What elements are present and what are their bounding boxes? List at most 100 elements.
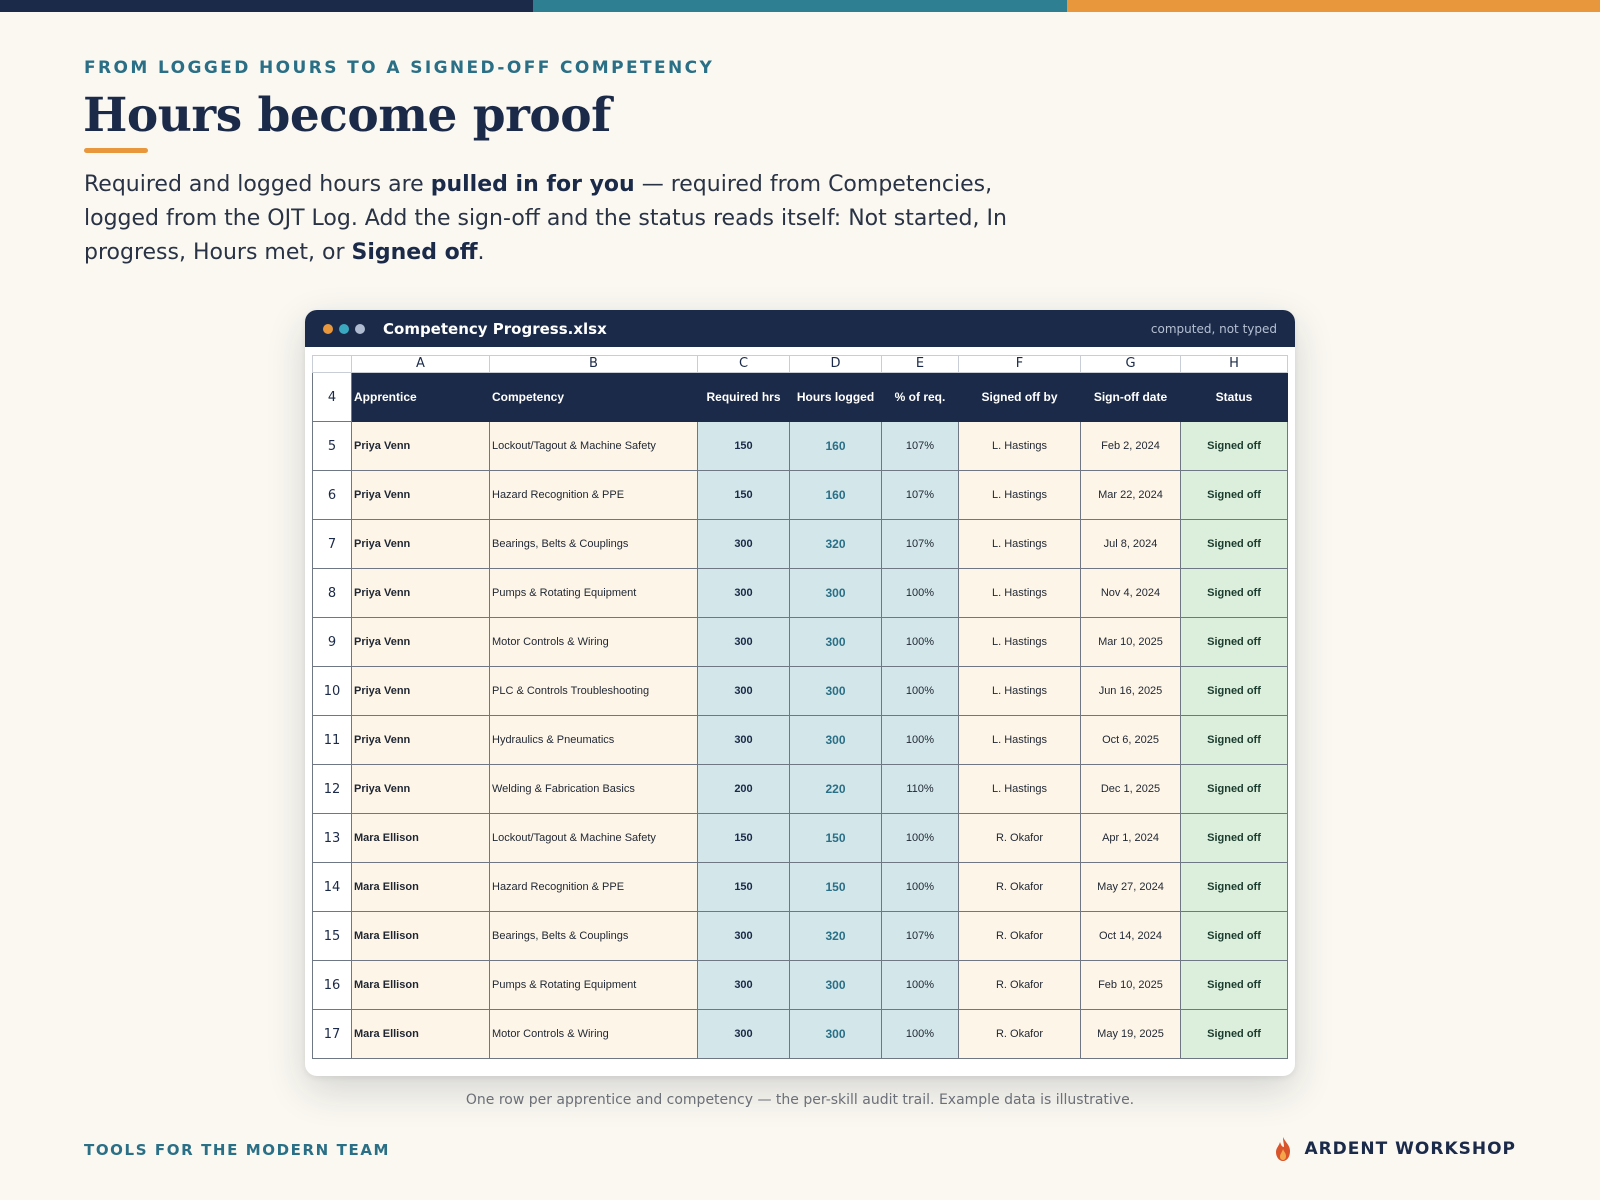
apprentice-cell[interactable]: Priya Venn	[351, 617, 490, 667]
column-letter-header[interactable]: E	[881, 355, 959, 373]
required-hours-cell[interactable]: 150	[697, 421, 790, 471]
apprentice-cell[interactable]: Priya Venn	[351, 715, 490, 765]
percent-required-cell[interactable]: 100%	[881, 960, 959, 1010]
competency-cell[interactable]: Lockout/Tagout & Machine Safety	[489, 421, 698, 471]
status-cell[interactable]: Signed off	[1180, 862, 1288, 912]
signed-off-by-cell[interactable]: L. Hastings	[958, 519, 1081, 569]
required-hours-cell[interactable]: 300	[697, 960, 790, 1010]
row-number[interactable]: 4	[312, 372, 352, 422]
signed-off-by-cell[interactable]: R. Okafor	[958, 862, 1081, 912]
hours-logged-cell[interactable]: 220	[789, 764, 882, 814]
percent-required-cell[interactable]: 100%	[881, 813, 959, 863]
row-number[interactable]: 14	[312, 862, 352, 912]
row-number[interactable]: 12	[312, 764, 352, 814]
row-number[interactable]: 17	[312, 1009, 352, 1059]
sign-off-date-cell[interactable]: Jul 8, 2024	[1080, 519, 1181, 569]
sign-off-date-cell[interactable]: Oct 14, 2024	[1080, 911, 1181, 961]
sign-off-date-cell[interactable]: Apr 1, 2024	[1080, 813, 1181, 863]
competency-cell[interactable]: Welding & Fabrication Basics	[489, 764, 698, 814]
signed-off-by-cell[interactable]: L. Hastings	[958, 421, 1081, 471]
percent-required-cell[interactable]: 107%	[881, 470, 959, 520]
percent-required-cell[interactable]: 100%	[881, 862, 959, 912]
apprentice-cell[interactable]: Priya Venn	[351, 421, 490, 471]
apprentice-cell[interactable]: Mara Ellison	[351, 1009, 490, 1059]
column-letter-header[interactable]: H	[1180, 355, 1288, 373]
status-cell[interactable]: Signed off	[1180, 568, 1288, 618]
hours-logged-cell[interactable]: 320	[789, 911, 882, 961]
signed-off-by-cell[interactable]: R. Okafor	[958, 813, 1081, 863]
required-hours-cell[interactable]: 300	[697, 617, 790, 667]
row-number[interactable]: 11	[312, 715, 352, 765]
row-number[interactable]: 13	[312, 813, 352, 863]
window-dot-orange[interactable]	[323, 323, 333, 334]
status-cell[interactable]: Signed off	[1180, 519, 1288, 569]
row-number[interactable]: 7	[312, 519, 352, 569]
percent-required-cell[interactable]: 110%	[881, 764, 959, 814]
status-cell[interactable]: Signed off	[1180, 911, 1288, 961]
status-cell[interactable]: Signed off	[1180, 960, 1288, 1010]
signed-off-by-cell[interactable]: L. Hastings	[958, 568, 1081, 618]
row-number[interactable]: 9	[312, 617, 352, 667]
apprentice-cell[interactable]: Mara Ellison	[351, 813, 490, 863]
sign-off-date-cell[interactable]: May 19, 2025	[1080, 1009, 1181, 1059]
signed-off-by-cell[interactable]: L. Hastings	[958, 764, 1081, 814]
signed-off-by-cell[interactable]: L. Hastings	[958, 666, 1081, 716]
percent-required-cell[interactable]: 107%	[881, 519, 959, 569]
percent-required-cell[interactable]: 107%	[881, 421, 959, 471]
required-hours-cell[interactable]: 150	[697, 862, 790, 912]
required-hours-cell[interactable]: 300	[697, 666, 790, 716]
row-number[interactable]: 10	[312, 666, 352, 716]
column-header[interactable]: Competency	[489, 372, 698, 422]
status-cell[interactable]: Signed off	[1180, 421, 1288, 471]
status-cell[interactable]: Signed off	[1180, 617, 1288, 667]
signed-off-by-cell[interactable]: L. Hastings	[958, 470, 1081, 520]
column-letter-header[interactable]: C	[697, 355, 790, 373]
signed-off-by-cell[interactable]: R. Okafor	[958, 1009, 1081, 1059]
competency-cell[interactable]: Motor Controls & Wiring	[489, 1009, 698, 1059]
column-header[interactable]: Sign-off date	[1080, 372, 1181, 422]
required-hours-cell[interactable]: 150	[697, 470, 790, 520]
hours-logged-cell[interactable]: 160	[789, 470, 882, 520]
required-hours-cell[interactable]: 200	[697, 764, 790, 814]
sign-off-date-cell[interactable]: Mar 22, 2024	[1080, 470, 1181, 520]
required-hours-cell[interactable]: 300	[697, 715, 790, 765]
competency-cell[interactable]: Bearings, Belts & Couplings	[489, 519, 698, 569]
signed-off-by-cell[interactable]: R. Okafor	[958, 911, 1081, 961]
competency-cell[interactable]: PLC & Controls Troubleshooting	[489, 666, 698, 716]
column-letter-header[interactable]: A	[351, 355, 490, 373]
hours-logged-cell[interactable]: 300	[789, 960, 882, 1010]
competency-cell[interactable]: Pumps & Rotating Equipment	[489, 960, 698, 1010]
status-cell[interactable]: Signed off	[1180, 470, 1288, 520]
select-all-corner[interactable]	[312, 355, 352, 373]
sign-off-date-cell[interactable]: Oct 6, 2025	[1080, 715, 1181, 765]
percent-required-cell[interactable]: 100%	[881, 568, 959, 618]
sign-off-date-cell[interactable]: Nov 4, 2024	[1080, 568, 1181, 618]
hours-logged-cell[interactable]: 320	[789, 519, 882, 569]
apprentice-cell[interactable]: Priya Venn	[351, 666, 490, 716]
percent-required-cell[interactable]: 100%	[881, 715, 959, 765]
column-letter-header[interactable]: B	[489, 355, 698, 373]
column-header[interactable]: Signed off by	[958, 372, 1081, 422]
percent-required-cell[interactable]: 100%	[881, 617, 959, 667]
required-hours-cell[interactable]: 300	[697, 1009, 790, 1059]
hours-logged-cell[interactable]: 150	[789, 813, 882, 863]
required-hours-cell[interactable]: 300	[697, 568, 790, 618]
row-number[interactable]: 8	[312, 568, 352, 618]
competency-cell[interactable]: Hazard Recognition & PPE	[489, 470, 698, 520]
status-cell[interactable]: Signed off	[1180, 666, 1288, 716]
column-header[interactable]: Status	[1180, 372, 1288, 422]
apprentice-cell[interactable]: Priya Venn	[351, 470, 490, 520]
competency-cell[interactable]: Bearings, Belts & Couplings	[489, 911, 698, 961]
required-hours-cell[interactable]: 150	[697, 813, 790, 863]
apprentice-cell[interactable]: Priya Venn	[351, 519, 490, 569]
sign-off-date-cell[interactable]: Dec 1, 2025	[1080, 764, 1181, 814]
column-letter-header[interactable]: G	[1080, 355, 1181, 373]
status-cell[interactable]: Signed off	[1180, 764, 1288, 814]
percent-required-cell[interactable]: 100%	[881, 666, 959, 716]
signed-off-by-cell[interactable]: L. Hastings	[958, 715, 1081, 765]
sign-off-date-cell[interactable]: Mar 10, 2025	[1080, 617, 1181, 667]
status-cell[interactable]: Signed off	[1180, 1009, 1288, 1059]
hours-logged-cell[interactable]: 300	[789, 568, 882, 618]
column-header[interactable]: Apprentice	[351, 372, 490, 422]
required-hours-cell[interactable]: 300	[697, 519, 790, 569]
